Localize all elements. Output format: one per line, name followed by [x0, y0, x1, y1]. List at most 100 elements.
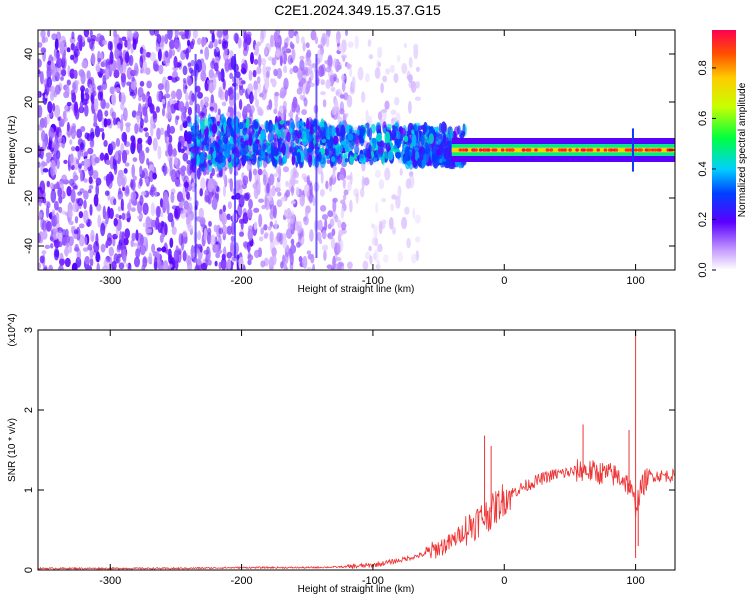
heatmap-cell — [260, 58, 267, 66]
heatmap-cell — [411, 253, 417, 264]
heatmap-cell — [196, 153, 200, 167]
signal-peak — [464, 148, 469, 152]
heatmap-cell — [366, 127, 370, 137]
heatmap-cell — [262, 63, 267, 77]
heatmap-cell — [408, 56, 413, 68]
heatmap-cell — [44, 265, 48, 270]
heatmap-cell — [201, 62, 207, 74]
heatmap-cell — [161, 98, 166, 105]
heatmap-cell — [116, 43, 123, 50]
colorbar-tick-label: 0.0 — [697, 262, 709, 277]
heatmap-cell — [56, 57, 63, 69]
heatmap-cell — [303, 184, 310, 197]
heatmap-cell — [336, 153, 343, 165]
heatmap-cell — [71, 31, 75, 40]
heatmap-y-label: Frequency (Hz) — [7, 116, 18, 185]
heatmap-cell — [280, 196, 287, 202]
heatmap-cell — [211, 197, 218, 210]
heatmap-cell — [115, 224, 119, 237]
heatmap-x-label: Height of straight line (km) — [298, 284, 415, 295]
heatmap-cell — [287, 54, 293, 65]
heatmap-cell — [271, 185, 276, 197]
heatmap-cell — [272, 205, 277, 219]
heatmap-cell — [288, 30, 295, 39]
heatmap-cell — [278, 155, 283, 165]
signal-peak — [557, 148, 562, 152]
heatmap-cell — [73, 69, 78, 80]
heatmap-cell — [187, 77, 192, 87]
heatmap-cell — [386, 142, 391, 153]
heatmap-cell — [273, 108, 278, 115]
heatmap-cell — [107, 40, 112, 51]
heatmap-cell — [39, 71, 44, 85]
heatmap-cell — [121, 174, 127, 186]
heatmap-cell — [56, 31, 61, 41]
heatmap-cell — [301, 173, 307, 180]
signal-peak — [614, 148, 619, 152]
heatmap-cell — [204, 125, 209, 139]
heatmap-cell — [105, 174, 111, 187]
heatmap-cell — [241, 80, 246, 85]
heatmap-cell — [320, 36, 326, 48]
heatmap-cell — [428, 133, 434, 145]
heatmap-cell — [132, 137, 136, 151]
heatmap-cell — [317, 49, 323, 63]
heatmap-cell — [218, 71, 222, 82]
heatmap-cell — [97, 85, 102, 91]
heatmap-cell — [310, 253, 315, 264]
heatmap-cell — [321, 138, 327, 143]
heatmap-cell — [349, 154, 354, 165]
y-tick-label: -40 — [23, 238, 35, 254]
heatmap-cell — [84, 87, 89, 95]
heatmap-cell — [120, 72, 126, 83]
heatmap-cell — [197, 133, 202, 140]
heatmap-cell — [266, 146, 271, 154]
heatmap-cell — [78, 223, 85, 229]
heatmap-cell — [417, 157, 422, 167]
heatmap-cell — [167, 30, 173, 40]
heatmap-cell — [94, 98, 99, 112]
heatmap-cell — [165, 249, 172, 255]
heatmap-cell — [408, 74, 413, 83]
heatmap-cell — [253, 58, 259, 65]
signal-peak — [626, 148, 630, 152]
heatmap-cell — [38, 145, 41, 158]
heatmap-cell — [302, 69, 307, 76]
heatmap-cell — [216, 120, 221, 127]
heatmap-cell — [47, 101, 53, 114]
heatmap-cell — [288, 221, 294, 230]
heatmap-cell — [104, 110, 109, 117]
signal-peak — [666, 148, 670, 152]
heatmap-cell — [177, 140, 182, 153]
heatmap-cell — [243, 141, 249, 155]
heatmap-cell — [209, 40, 214, 49]
heatmap-cell — [175, 115, 180, 121]
heatmap-cell — [279, 55, 283, 67]
heatmap-cell — [79, 100, 84, 113]
heatmap-cell — [178, 233, 184, 246]
heatmap-cell — [262, 143, 266, 152]
heatmap-cell — [72, 201, 78, 213]
heatmap-cell — [223, 121, 227, 134]
heatmap-cell — [100, 243, 106, 253]
heatmap-cell — [88, 176, 93, 184]
heatmap-cell — [230, 241, 234, 252]
heatmap-cell — [207, 227, 212, 236]
heatmap-cell — [319, 126, 326, 140]
y-tick-label: -20 — [23, 190, 35, 206]
heatmap-cell — [300, 36, 305, 44]
heatmap-cell — [137, 87, 144, 98]
heatmap-cell — [423, 154, 429, 164]
heatmap-cell — [397, 185, 402, 199]
heatmap-cell — [156, 34, 162, 44]
heatmap-cell — [295, 104, 301, 113]
heatmap-cell — [297, 151, 301, 164]
heatmap-cell — [156, 127, 161, 140]
heatmap-cell — [169, 157, 173, 169]
heatmap-cell — [246, 36, 251, 46]
heatmap-cell — [54, 200, 59, 211]
signal-peak — [609, 148, 614, 152]
colorbar-label: Normalized spectral amplitude — [737, 82, 748, 217]
heatmap-cell — [374, 67, 381, 79]
